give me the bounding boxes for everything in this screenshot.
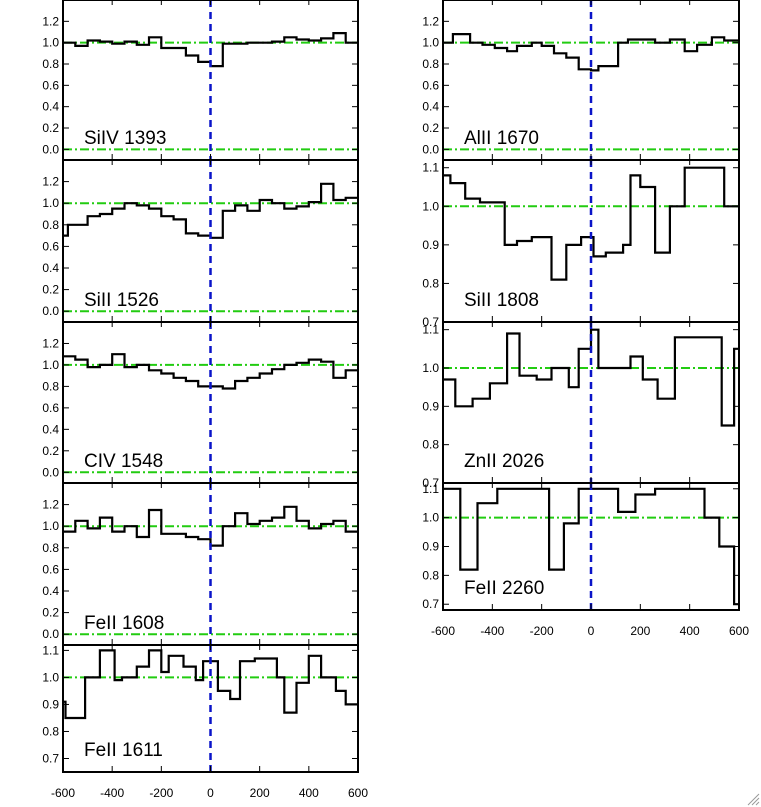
ytick-label: 1.0	[42, 670, 59, 684]
ytick-label: 0.7	[422, 597, 439, 611]
ytick-label: 0.0	[42, 142, 59, 156]
xtick-label: -200	[149, 786, 173, 800]
ytick-label: 0.2	[42, 606, 59, 620]
ytick-label: 1.0	[422, 361, 439, 375]
ytick-label: 0.0	[42, 627, 59, 641]
ytick-label: 0.9	[422, 238, 439, 252]
ytick-label: 0.9	[422, 399, 439, 413]
xtick-label: -600	[51, 786, 75, 800]
ytick-label: 1.0	[422, 511, 439, 525]
ytick-label: 0.0	[42, 304, 59, 318]
ytick-label: 1.0	[42, 196, 59, 210]
ytick-label: 0.2	[42, 444, 59, 458]
ytick-label: 0.8	[42, 724, 59, 738]
ytick-label: 0.6	[422, 78, 439, 92]
ytick-label: 0.8	[422, 568, 439, 582]
ytick-label: 1.2	[42, 336, 59, 350]
ytick-label: 1.1	[422, 161, 439, 175]
ytick-label: 1.0	[42, 519, 59, 533]
xtick-label: 600	[348, 786, 368, 800]
ytick-label: 0.4	[42, 261, 59, 275]
spectrum-alii-1670	[443, 33, 739, 72]
xtick-label: 200	[630, 624, 650, 638]
ytick-label: 0.8	[422, 276, 439, 290]
xtick-label: 400	[299, 786, 319, 800]
xtick-label: -600	[431, 624, 455, 638]
ion-label-feii-2260: FeII 2260	[464, 578, 544, 599]
ytick-label: 0.6	[42, 239, 59, 253]
xtick-label: 200	[250, 786, 270, 800]
xtick-label: 400	[680, 624, 700, 638]
ytick-label: 0.6	[42, 562, 59, 576]
ytick-label: 0.9	[42, 697, 59, 711]
ytick-label: 1.2	[42, 175, 59, 189]
ion-label-siii-1526: SiII 1526	[84, 290, 159, 311]
ytick-label: 0.6	[42, 78, 59, 92]
ytick-label: 0.2	[42, 283, 59, 297]
ytick-label: 0.0	[422, 142, 439, 156]
ion-label-civ-1548: CIV 1548	[84, 451, 163, 472]
ytick-label: 0.4	[42, 584, 59, 598]
ion-label-feii-1611: FeII 1611	[84, 740, 163, 761]
ytick-label: 0.2	[42, 121, 59, 135]
ion-label-alii-1670: AlII 1670	[464, 128, 539, 149]
ytick-label: 0.6	[42, 401, 59, 415]
ytick-label: 0.7	[42, 751, 59, 765]
ytick-label: 0.8	[42, 57, 59, 71]
spectrum-feii-2260	[443, 487, 739, 606]
ytick-label: 1.0	[422, 199, 439, 213]
ion-label-znii-2026: ZnII 2026	[464, 451, 544, 472]
ytick-label: 0.4	[422, 100, 439, 114]
ytick-label: 1.2	[42, 14, 59, 28]
ytick-label: 1.1	[422, 482, 439, 496]
ytick-label: 1.0	[422, 36, 439, 50]
ytick-label: 0.2	[422, 121, 439, 135]
ytick-label: 1.0	[42, 358, 59, 372]
ytick-label: 1.1	[422, 323, 439, 337]
ion-label-siii-1808: SiII 1808	[464, 290, 539, 311]
ytick-label: 0.8	[42, 379, 59, 393]
xtick-label: -400	[100, 786, 124, 800]
ytick-label: 1.1	[42, 643, 59, 657]
xtick-label: -400	[480, 624, 504, 638]
xtick-label: -200	[530, 624, 554, 638]
xtick-label: 600	[729, 624, 749, 638]
ion-label-feii-1608: FeII 1608	[84, 613, 164, 634]
ytick-label: 0.8	[422, 57, 439, 71]
ytick-label: 0.4	[42, 100, 59, 114]
resize-grip-icon[interactable]	[747, 793, 760, 806]
ytick-label: 0.8	[422, 438, 439, 452]
ytick-label: 0.0	[42, 465, 59, 479]
ytick-label: 0.7	[422, 315, 439, 329]
ytick-label: 0.8	[42, 541, 59, 555]
ytick-label: 0.7	[422, 476, 439, 490]
spectrum-feii-1611	[63, 649, 358, 720]
ytick-label: 1.2	[422, 14, 439, 28]
xtick-label: 0	[588, 624, 595, 638]
ytick-label: 0.8	[42, 218, 59, 232]
ytick-label: 0.4	[42, 422, 59, 436]
spectrum-siii-1808	[443, 166, 739, 281]
xtick-label: 0	[207, 786, 214, 800]
ytick-label: 1.2	[42, 498, 59, 512]
ytick-label: 1.0	[42, 36, 59, 50]
ytick-label: 0.9	[422, 540, 439, 554]
ion-label-siiv-1393: SiIV 1393	[84, 128, 166, 149]
